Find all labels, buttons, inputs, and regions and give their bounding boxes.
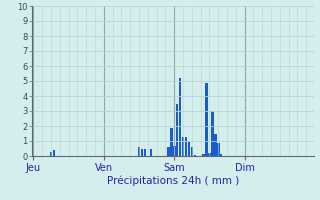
Bar [214, 134, 217, 156]
Bar [185, 137, 187, 156]
Bar [141, 149, 143, 156]
Bar [170, 128, 172, 156]
Bar [182, 137, 184, 156]
Bar [144, 148, 146, 156]
Bar [138, 147, 140, 156]
Bar [217, 142, 220, 156]
Bar [220, 154, 222, 156]
Bar [176, 104, 179, 156]
Bar [191, 147, 193, 156]
Bar [208, 153, 211, 156]
Bar [50, 152, 52, 156]
Bar [188, 141, 190, 156]
Bar [202, 154, 205, 156]
Bar [194, 154, 196, 156]
Bar [179, 78, 181, 156]
Bar [211, 111, 214, 156]
Bar [167, 147, 170, 156]
Bar [149, 149, 152, 156]
Bar [173, 146, 175, 156]
Bar [205, 82, 208, 156]
Bar [53, 150, 55, 156]
X-axis label: Précipitations 24h ( mm ): Précipitations 24h ( mm ) [107, 176, 239, 186]
